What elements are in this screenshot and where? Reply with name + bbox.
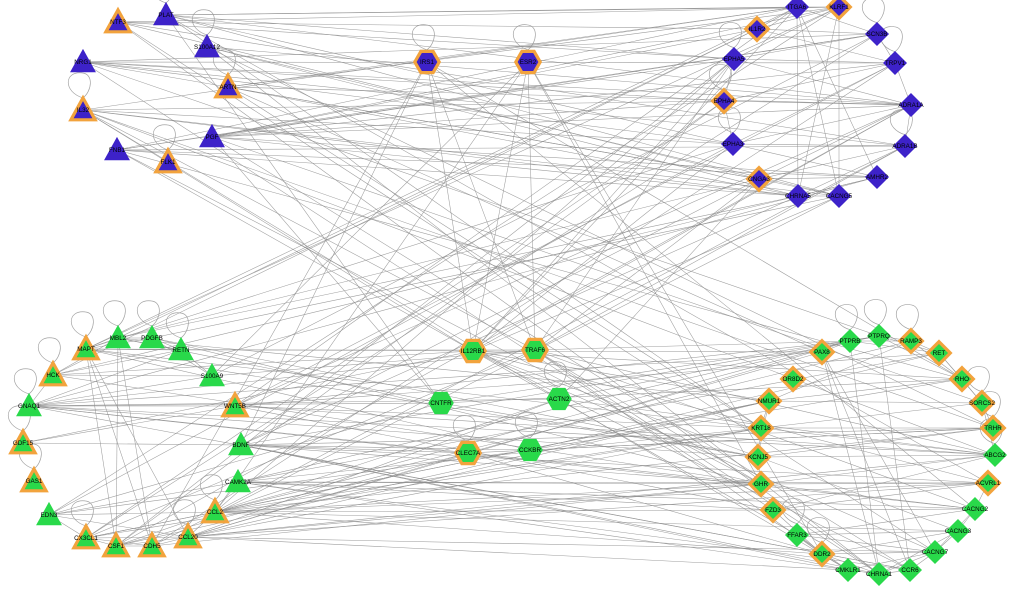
svg-text:S100A9: S100A9 — [201, 373, 224, 380]
svg-text:CCL20: CCL20 — [178, 534, 198, 541]
svg-text:CACNG5: CACNG5 — [826, 193, 853, 200]
svg-text:PDGFB: PDGFB — [141, 335, 163, 342]
svg-text:KRT18: KRT18 — [751, 425, 771, 432]
svg-text:TRPV1: TRPV1 — [885, 60, 906, 67]
svg-text:AMHR2: AMHR2 — [866, 174, 889, 181]
svg-text:EPHA3: EPHA3 — [723, 141, 744, 148]
svg-text:GDF15: GDF15 — [13, 440, 34, 447]
svg-text:HCK: HCK — [46, 372, 60, 379]
svg-text:ABCG2: ABCG2 — [984, 452, 1006, 459]
svg-text:NMUR1: NMUR1 — [758, 398, 781, 405]
svg-text:NRG1: NRG1 — [74, 59, 92, 66]
svg-text:RHO: RHO — [955, 376, 969, 383]
svg-text:FNB1: FNB1 — [109, 147, 126, 154]
svg-text:IL12RB1: IL12RB1 — [461, 348, 486, 355]
svg-text:CCL2: CCL2 — [207, 509, 224, 516]
svg-text:EDN3: EDN3 — [41, 512, 58, 519]
svg-text:CDH5: CDH5 — [143, 543, 161, 550]
svg-text:PLAT: PLAT — [158, 12, 173, 19]
svg-text:WNT5B: WNT5B — [224, 403, 246, 410]
svg-text:CMKLR1: CMKLR1 — [835, 567, 861, 574]
svg-text:EPHA5: EPHA5 — [724, 56, 745, 63]
svg-text:PTPRQ: PTPRQ — [868, 333, 890, 340]
svg-text:ACTN2: ACTN2 — [549, 396, 570, 403]
svg-text:SCN3B: SCN3B — [867, 31, 888, 38]
svg-text:TRAF6: TRAF6 — [525, 347, 545, 354]
svg-text:DDR2: DDR2 — [813, 551, 831, 558]
svg-text:KLRF1: KLRF1 — [829, 4, 849, 11]
svg-text:CSF1: CSF1 — [108, 543, 125, 550]
svg-text:ESR2: ESR2 — [520, 59, 537, 66]
svg-text:RET: RET — [933, 350, 946, 357]
svg-text:NTF3: NTF3 — [110, 19, 126, 26]
svg-text:FZD3: FZD3 — [765, 507, 781, 514]
svg-text:ACVRL1: ACVRL1 — [976, 480, 1001, 487]
svg-text:FFAR3: FFAR3 — [787, 532, 807, 539]
svg-text:GHR: GHR — [754, 481, 768, 488]
svg-text:TRHR: TRHR — [984, 425, 1002, 432]
svg-text:ADRA1B: ADRA1B — [892, 143, 917, 150]
svg-text:PTPRB: PTPRB — [840, 338, 861, 345]
svg-text:CCKBR: CCKBR — [519, 447, 541, 454]
svg-text:PAX8: PAX8 — [814, 349, 830, 356]
svg-text:MAPT: MAPT — [77, 346, 95, 353]
svg-text:RAMP3: RAMP3 — [900, 338, 922, 345]
svg-text:OR8D2: OR8D2 — [783, 376, 804, 383]
svg-text:RETN: RETN — [172, 347, 190, 354]
svg-text:IL32: IL32 — [77, 107, 90, 114]
svg-text:BDNF: BDNF — [232, 442, 249, 449]
svg-text:ADRA1A: ADRA1A — [898, 102, 924, 109]
svg-text:EPHA4: EPHA4 — [714, 98, 735, 105]
svg-text:CLEC7A: CLEC7A — [456, 450, 481, 457]
svg-text:IRS1: IRS1 — [420, 59, 434, 66]
svg-text:CHRNA1: CHRNA1 — [866, 571, 892, 578]
svg-text:CCR6: CCR6 — [901, 567, 919, 574]
svg-text:CX3CL1: CX3CL1 — [74, 535, 98, 542]
svg-text:KCNJ5: KCNJ5 — [748, 454, 768, 461]
svg-text:ITGA6: ITGA6 — [788, 4, 807, 11]
svg-text:IL1R2: IL1R2 — [749, 26, 766, 33]
svg-text:GAS1: GAS1 — [26, 478, 43, 485]
svg-text:ARTN: ARTN — [219, 84, 236, 91]
svg-text:CHRNA5: CHRNA5 — [785, 193, 811, 200]
svg-text:CAMK2A: CAMK2A — [225, 479, 252, 486]
svg-text:FLK1: FLK1 — [160, 159, 176, 166]
svg-text:CACNG7: CACNG7 — [922, 549, 949, 556]
svg-text:S100A12: S100A12 — [194, 44, 220, 51]
svg-text:CNGA3: CNGA3 — [748, 176, 770, 183]
svg-text:GNAQ1: GNAQ1 — [18, 403, 41, 410]
svg-text:CNTFR: CNTFR — [430, 400, 452, 407]
svg-text:SORCS2: SORCS2 — [969, 400, 995, 407]
svg-text:CACNG3: CACNG3 — [945, 528, 972, 535]
svg-text:CACNG2: CACNG2 — [962, 506, 989, 513]
svg-text:MBL2: MBL2 — [110, 335, 127, 342]
svg-text:PGF: PGF — [206, 134, 219, 141]
